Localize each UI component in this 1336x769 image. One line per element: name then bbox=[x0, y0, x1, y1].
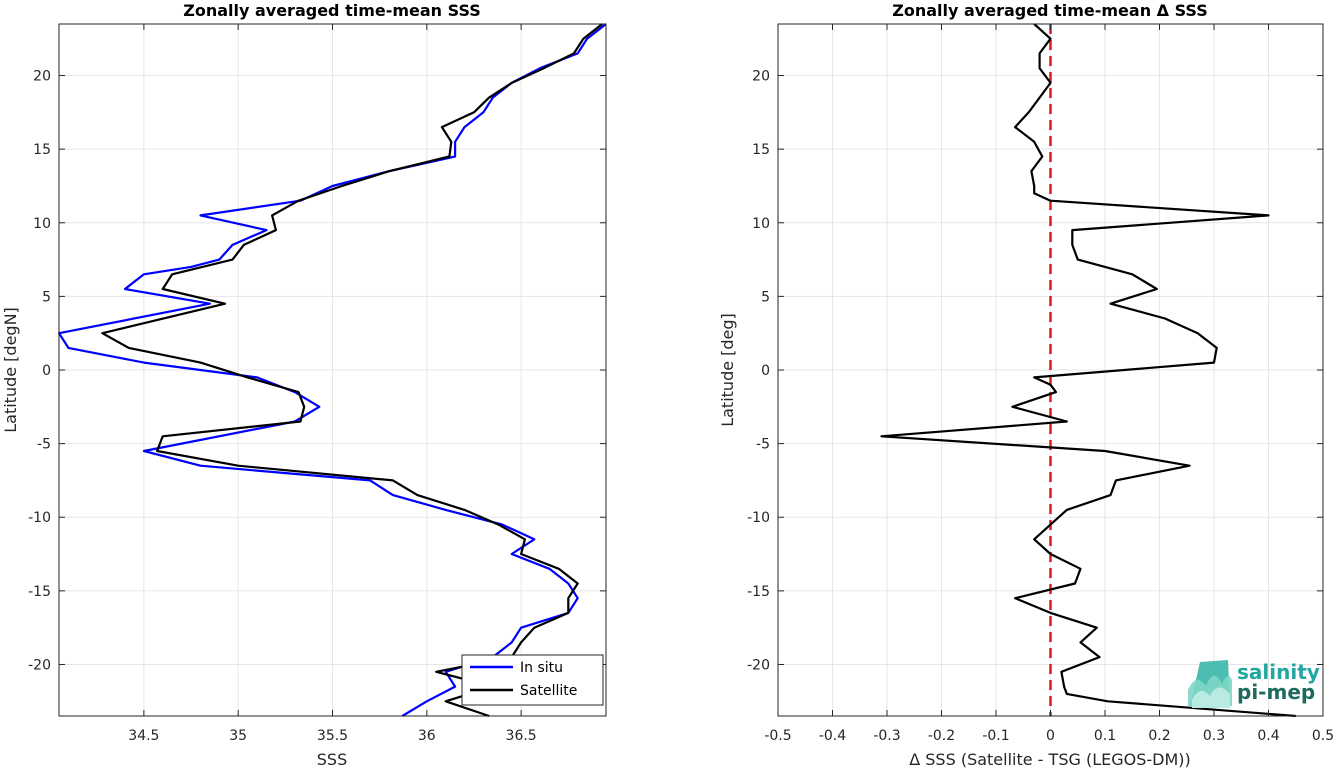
panel-0-series-satellite bbox=[101, 23, 603, 718]
panel-0-y-tick-label-0: -20 bbox=[28, 657, 51, 673]
logo-line-pi-mep: pi-mep bbox=[1237, 680, 1315, 704]
panel-1-y-tick-label-8: 20 bbox=[752, 69, 770, 85]
salinity-pi-mep-logo: salinity pi-mep bbox=[1188, 660, 1320, 708]
panel-1-x-tick-label-4: -0.1 bbox=[982, 728, 1009, 744]
panel-0-y-tick-label-2: -10 bbox=[28, 510, 51, 526]
panel-1-x-tick-label-1: -0.4 bbox=[819, 728, 846, 744]
panel-1-y-tick-label-7: 15 bbox=[752, 142, 770, 158]
panel-1-y-tick-label-6: 10 bbox=[752, 216, 770, 232]
panel-1-x-tick-label-7: 0.2 bbox=[1148, 728, 1170, 744]
right-x-axis-label: Δ SSS (Satellite - TSG (LEGOS-DM)) bbox=[909, 750, 1191, 769]
panel-0-x-tick-label-3: 36 bbox=[418, 728, 436, 744]
legend-label-satellite: Satellite bbox=[520, 683, 577, 699]
panel-1-y-tick-label-3: -5 bbox=[756, 437, 770, 453]
right-y-axis-label: Latitude [deg] bbox=[718, 313, 737, 427]
panel-0-x-tick-label-4: 36.5 bbox=[506, 728, 537, 744]
panel-0-y-tick-label-6: 10 bbox=[33, 216, 51, 232]
panel-0-y-tick-label-4: 0 bbox=[42, 363, 51, 379]
left-y-axis-label: Latitude [degN] bbox=[1, 307, 20, 433]
panel-0-y-tick-label-7: 15 bbox=[33, 142, 51, 158]
panel-1-x-tick-label-3: -0.2 bbox=[928, 728, 955, 744]
panel-1-x-tick-label-2: -0.3 bbox=[873, 728, 900, 744]
panel-1-x-tick-label-6: 0.1 bbox=[1094, 728, 1116, 744]
panel-1-x-tick-label-9: 0.4 bbox=[1257, 728, 1279, 744]
left-panel-sss: Zonally averaged time-mean SSS SSS Latit… bbox=[1, 1, 607, 769]
logo-line-salinity: salinity bbox=[1237, 660, 1320, 684]
panel-0-y-tick-label-5: 5 bbox=[42, 289, 51, 305]
legend: In situ Satellite bbox=[461, 654, 604, 706]
panel-1-y-tick-label-2: -10 bbox=[747, 510, 770, 526]
legend-label-in-situ: In situ bbox=[520, 660, 563, 676]
panel-1-y-tick-label-0: -20 bbox=[747, 657, 770, 673]
panel-0-x-tick-label-0: 34.5 bbox=[128, 728, 159, 744]
panel-0-y-tick-label-1: -15 bbox=[28, 584, 51, 600]
panel-1-y-tick-label-4: 0 bbox=[761, 363, 770, 379]
panel-1-y-tick-label-5: 5 bbox=[761, 289, 770, 305]
panel-1-x-tick-label-8: 0.3 bbox=[1203, 728, 1225, 744]
panel-0-x-tick-label-1: 35 bbox=[229, 728, 247, 744]
panel-0-x-tick-label-2: 35.5 bbox=[317, 728, 348, 744]
right-panel-delta-sss: Zonally averaged time-mean Δ SSS Δ SSS (… bbox=[718, 1, 1334, 769]
panel-0-y-tick-label-3: -5 bbox=[37, 437, 51, 453]
legend-box bbox=[461, 654, 604, 706]
panel-0-series-in-situ bbox=[57, 23, 607, 717]
salinity-wave-icon bbox=[1188, 660, 1232, 708]
panel-1-x-tick-label-0: -0.5 bbox=[764, 728, 791, 744]
panel-1-y-tick-label-1: -15 bbox=[747, 584, 770, 600]
left-x-axis-label: SSS bbox=[317, 750, 347, 769]
panel-0-y-tick-label-8: 20 bbox=[33, 69, 51, 85]
panel-1-x-tick-label-5: 0 bbox=[1046, 728, 1055, 744]
left-chart-title: Zonally averaged time-mean SSS bbox=[183, 1, 481, 20]
panel-1-x-tick-label-10: 0.5 bbox=[1312, 728, 1334, 744]
right-chart-title: Zonally averaged time-mean Δ SSS bbox=[892, 1, 1208, 20]
panel-1-series-delta-sss bbox=[880, 23, 1296, 718]
